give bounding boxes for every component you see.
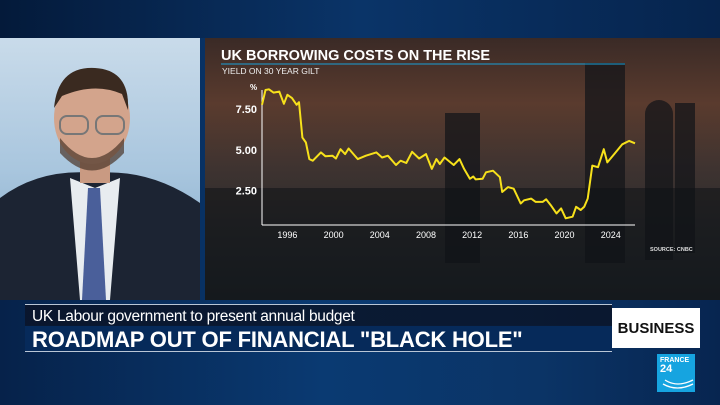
chart-panel: UK BORROWING COSTS ON THE RISE YIELD ON … [205, 38, 720, 300]
y-axis-unit: % [250, 83, 257, 92]
lower-third-subtitle: UK Labour government to present annual b… [32, 308, 355, 325]
presenter-figure [0, 67, 200, 300]
top-banner [0, 0, 720, 38]
chart-title: UK BORROWING COSTS ON THE RISE [221, 48, 490, 64]
y-tick-label: 7.50 [236, 104, 257, 116]
series-line-30y-gilt-yield [261, 88, 636, 220]
logo-waves-icon [662, 379, 694, 389]
y-tick-label: 5.00 [236, 145, 257, 157]
x-tick-label: 2024 [601, 230, 621, 240]
x-tick-label: 2020 [555, 230, 575, 240]
skyline-city [205, 188, 720, 300]
lower-third: UK Labour government to present annual b… [25, 304, 612, 352]
x-tick-label: 1996 [277, 230, 297, 240]
x-tick-label: 2000 [324, 230, 344, 240]
presenter-video [0, 38, 200, 300]
logo-text-24: 24 [660, 363, 673, 375]
x-tick-label: 2012 [462, 230, 482, 240]
source-note: SOURCE: CNBC [650, 247, 693, 253]
x-tick-label: 2016 [508, 230, 528, 240]
chart-subtitle: YIELD ON 30 YEAR GILT [222, 66, 319, 76]
line-chart: UK BORROWING COSTS ON THE RISE YIELD ON … [221, 48, 693, 253]
logo-text-france: FRANCE [660, 357, 690, 364]
y-tick-label: 2.50 [236, 186, 257, 198]
x-tick-label: 2008 [416, 230, 436, 240]
lower-third-headline: ROADMAP OUT OF FINANCIAL "BLACK HOLE" [32, 327, 523, 352]
france24-logo: FRANCE 24 [657, 354, 695, 392]
x-tick-label: 2004 [370, 230, 390, 240]
section-badge: BUSINESS [612, 308, 700, 348]
